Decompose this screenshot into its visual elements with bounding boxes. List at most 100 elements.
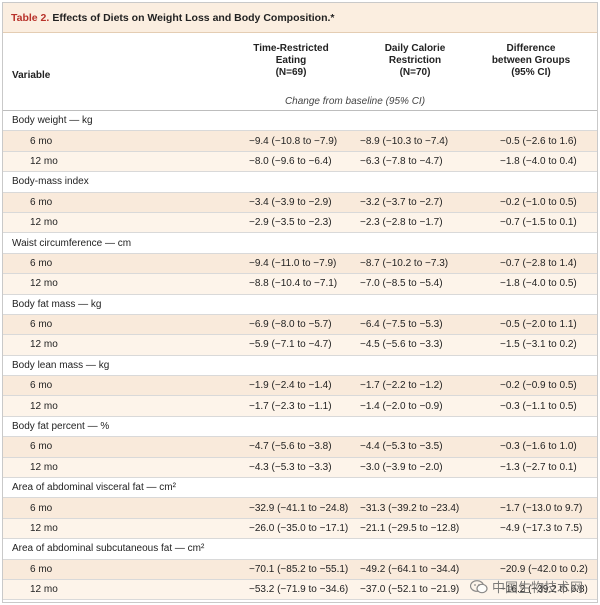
variable-header: Variable [12, 70, 51, 81]
table-title-bar: Table 2. Effects of Diets on Weight Loss… [3, 3, 597, 33]
column-header-line: Restriction [388, 55, 442, 66]
group-row: Body weight — kg [3, 111, 597, 132]
time-restricted-value: −32.9 (−41.1 to −24.8) [249, 502, 349, 514]
time-restricted-value: −9.4 (−11.0 to −7.9) [249, 257, 337, 269]
column-header-line: (N=70) [399, 67, 431, 78]
difference-value: −1.8 (−4.0 to 0.4) [500, 155, 577, 167]
time-restricted-value: −4.7 (−5.6 to −3.8) [249, 441, 332, 453]
time-restricted-value: −53.2 (−71.9 to −34.6) [249, 584, 349, 596]
time-restricted-value: −2.9 (−3.5 to −2.3) [249, 217, 332, 229]
row-label: 12 mo [30, 217, 58, 229]
time-restricted-value: −8.0 (−9.6 to −6.4) [249, 155, 332, 167]
table-row: 12 mo −8.8 (−10.4 to −7.1) −7.0 (−8.5 to −… [3, 274, 597, 295]
calorie-restriction-value: −1.7 (−2.2 to −1.2) [360, 380, 443, 392]
difference-value: −4.9 (−17.3 to 7.5) [500, 523, 583, 534]
column-header-line: (95% CI) [511, 67, 551, 78]
calorie-restriction-value: −4.4 (−5.3 to −3.5) [360, 441, 443, 453]
row-label: 6 mo [30, 257, 53, 269]
calorie-restriction-value: −7.0 (−8.5 to −5.4) [360, 278, 443, 290]
row-label: 6 mo [30, 196, 53, 208]
difference-value: −0.7 (−1.5 to 0.1) [500, 217, 577, 229]
table-row: 12 mo −5.9 (−7.1 to −4.7) −4.5 (−5.6 to −3… [3, 335, 597, 356]
row-label: 6 mo [30, 319, 53, 331]
table-row: 6 mo −1.9 (−2.4 to −1.4) −1.7 (−2.2 to −1.… [3, 376, 597, 397]
column-header-line: (N=69) [275, 67, 307, 78]
table-row: 6 mo −9.4 (−10.8 to −7.9) −8.9 (−10.3 to −… [3, 131, 597, 152]
table-row: 12 mo −26.0 (−35.0 to −17.1) −21.1 (−29.5 … [3, 518, 597, 540]
row-label: 12 mo [30, 339, 58, 351]
time-restricted-value: −4.3 (−5.3 to −3.3) [249, 461, 332, 473]
time-restricted-value: −6.9 (−8.0 to −5.7) [249, 319, 332, 331]
time-restricted-value: −1.9 (−2.4 to −1.4) [249, 380, 332, 392]
table-title: Effects of Diets on Weight Loss and Body… [52, 11, 335, 24]
calorie-restriction-value: −37.0 (−52.1 to −21.9) [360, 584, 460, 596]
calorie-restriction-value: −3.0 (−3.9 to −2.0) [360, 461, 443, 473]
table-row: 12 mo −2.9 (−3.5 to −2.3) −2.3 (−2.8 to −1… [3, 212, 597, 234]
group-label: Body lean mass — kg [12, 359, 110, 371]
column-header-calorie-restriction: Daily Calorie Restriction (N=70) [350, 43, 480, 79]
table-body: Body weight — kg 6 mo −9.4 (−10.8 to −7.9)… [3, 111, 597, 601]
calorie-restriction-value: −6.4 (−7.5 to −5.3) [360, 319, 443, 331]
row-label: 6 mo [30, 502, 53, 514]
difference-value: −16.2 (−39.2 to 6.8) [500, 584, 588, 596]
time-restricted-value: −5.9 (−7.1 to −4.7) [249, 339, 332, 351]
calorie-restriction-value: −2.3 (−2.8 to −1.7) [360, 217, 443, 229]
wechat-icon [469, 579, 488, 594]
time-restricted-value: −70.1 (−85.2 to −55.1) [249, 563, 349, 575]
group-row: Waist circumference — cm [3, 233, 597, 254]
table-row: 12 mo −8.0 (−9.6 to −6.4) −6.3 (−7.8 to −4… [3, 151, 597, 173]
table-row: 12 mo −1.7 (−2.3 to −1.1) −1.4 (−2.0 to −0… [3, 396, 597, 417]
row-label: 12 mo [30, 584, 58, 596]
column-header-difference: Difference between Groups (95% CI) [466, 43, 596, 79]
group-row: Area of abdominal visceral fat — cm² [3, 478, 597, 499]
calorie-restriction-value: −8.9 (−10.3 to −7.4) [360, 135, 449, 147]
calorie-restriction-value: −49.2 (−64.1 to −34.4) [360, 563, 460, 575]
group-label: Body fat mass — kg [12, 298, 102, 310]
table-row: 6 mo −4.7 (−5.6 to −3.8) −4.4 (−5.3 to −3.… [3, 437, 597, 458]
column-header-line: Difference [506, 43, 556, 54]
calorie-restriction-value: −8.7 (−10.2 to −7.3) [360, 257, 449, 269]
calorie-restriction-value: −3.2 (−3.7 to −2.7) [360, 196, 443, 208]
row-label: 12 mo [30, 461, 58, 473]
row-label: 12 mo [30, 155, 58, 167]
group-label: Body fat percent — % [12, 421, 110, 433]
calorie-restriction-value: −1.4 (−2.0 to −0.9) [360, 400, 443, 412]
table-row: 12 mo −53.2 (−71.9 to −34.6) −37.0 (−52.1 … [3, 579, 597, 601]
table-header: Variable Time-Restricted Eating (N=69) D… [3, 33, 597, 111]
group-label: Waist circumference — cm [12, 237, 132, 249]
difference-value: −0.5 (−2.0 to 1.1) [500, 319, 577, 331]
table-row: 12 mo −4.3 (−5.3 to −3.3) −3.0 (−3.9 to −2… [3, 457, 597, 479]
column-header-line: Eating [275, 55, 307, 66]
difference-value: −0.5 (−2.6 to 1.6) [500, 135, 577, 147]
row-label: 12 mo [30, 523, 58, 534]
column-header-time-restricted: Time-Restricted Eating (N=69) [226, 43, 356, 79]
calorie-restriction-value: −31.3 (−39.2 to −23.4) [360, 502, 460, 514]
watermark-text: 中国生物技术网 [491, 580, 583, 595]
group-label: Area of abdominal visceral fat — cm² [12, 482, 176, 494]
group-row: Body fat mass — kg [3, 294, 597, 315]
table-row: 6 mo −32.9 (−41.1 to −24.8) −31.3 (−39.2 t… [3, 498, 597, 519]
row-label: 12 mo [30, 400, 58, 412]
column-header-line: Time-Restricted [253, 43, 329, 54]
group-row: Body fat percent — % [3, 416, 597, 438]
table-row: 6 mo −9.4 (−11.0 to −7.9) −8.7 (−10.2 to −… [3, 253, 597, 275]
difference-value: −0.7 (−2.8 to 1.4) [500, 257, 577, 269]
difference-value: −1.7 (−13.0 to 9.7) [500, 502, 583, 514]
group-label: Area of abdominal subcutaneous fat — cm² [12, 543, 205, 555]
column-header-line: Daily Calorie [384, 43, 446, 54]
group-row: Area of abdominal subcutaneous fat — cm² [3, 539, 597, 560]
group-row: Body lean mass — kg [3, 355, 597, 377]
time-restricted-value: −3.4 (−3.9 to −2.9) [249, 196, 332, 208]
row-label: 6 mo [30, 563, 53, 575]
difference-value: −1.3 (−2.7 to 0.1) [500, 461, 577, 473]
table-number: Table 2. [11, 11, 50, 24]
time-restricted-value: −9.4 (−10.8 to −7.9) [249, 135, 338, 147]
row-label: 6 mo [30, 135, 53, 147]
difference-value: −0.3 (−1.6 to 1.0) [500, 441, 577, 453]
difference-value: −0.2 (−1.0 to 0.5) [500, 196, 577, 208]
time-restricted-value: −26.0 (−35.0 to −17.1) [249, 523, 349, 534]
calorie-restriction-value: −21.1 (−29.5 to −12.8) [360, 523, 460, 534]
group-label: Body-mass index [12, 176, 89, 188]
difference-value: −0.2 (−0.9 to 0.5) [500, 380, 577, 392]
